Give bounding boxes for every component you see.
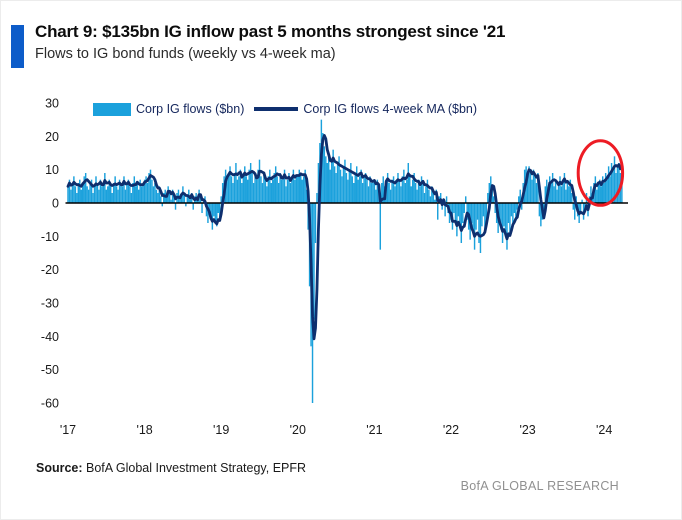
- source-line: Source: BofA Global Investment Strategy,…: [36, 461, 306, 475]
- highlight-ellipse: [576, 139, 625, 207]
- legend-label-line: Corp IG flows 4-week MA ($bn): [303, 102, 478, 116]
- title-accent-bar: [11, 25, 24, 68]
- y-tick-label: 30: [45, 97, 59, 111]
- x-tick-label: '24: [596, 423, 612, 437]
- y-tick-label: -30: [41, 297, 59, 311]
- x-tick-label: '18: [136, 423, 152, 437]
- chart-title: Chart 9: $135bn IG inflow past 5 months …: [35, 22, 506, 41]
- legend-item-line: Corp IG flows 4-week MA ($bn): [254, 102, 477, 116]
- y-tick-label: -20: [41, 263, 59, 277]
- y-tick-label: -10: [41, 230, 59, 244]
- x-tick-label: '20: [290, 423, 306, 437]
- legend-item-bars: Corp IG flows ($bn): [93, 102, 244, 116]
- x-tick-label: '19: [213, 423, 229, 437]
- bofa-watermark: BofA GLOBAL RESEARCH: [460, 479, 619, 493]
- bar-series-swatch: [93, 102, 131, 116]
- source-text: BofA Global Investment Strategy, EPFR: [82, 461, 307, 475]
- source-label: Source:: [36, 461, 83, 475]
- x-tick-label: '23: [519, 423, 535, 437]
- x-tick-label: '17: [60, 423, 76, 437]
- chart-subtitle: Flows to IG bond funds (weekly vs 4-week…: [35, 46, 336, 62]
- y-tick-label: -40: [41, 330, 59, 344]
- bar-series: [67, 119, 623, 403]
- ma-line: [66, 134, 624, 341]
- x-tick-label: '22: [443, 423, 459, 437]
- x-tick-label: '21: [366, 423, 382, 437]
- y-tick-label: 20: [45, 130, 59, 144]
- y-tick-label: 0: [52, 197, 59, 211]
- y-tick-label: -50: [41, 363, 59, 377]
- legend-label-bars: Corp IG flows ($bn): [136, 102, 245, 116]
- y-tick-label: -60: [41, 397, 59, 411]
- legend: Corp IG flows ($bn) Corp IG flows 4-week…: [93, 102, 477, 116]
- line-series-swatch: [254, 107, 299, 111]
- y-tick-label: 10: [45, 163, 59, 177]
